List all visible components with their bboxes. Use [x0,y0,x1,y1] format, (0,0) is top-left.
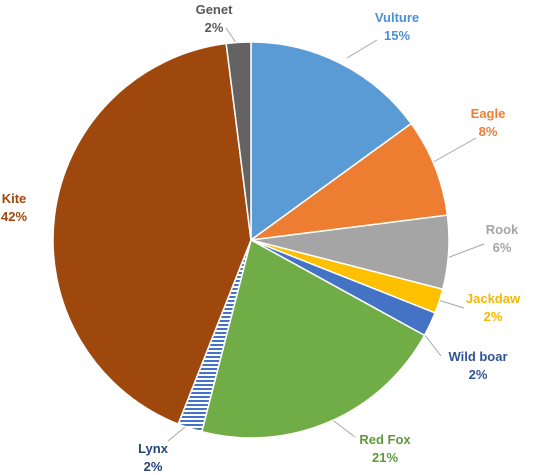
slice-label-wild-boar: Wild boar [448,349,507,364]
pie-slice-vulture [250,41,413,242]
slice-label-lynx: Lynx [138,441,169,456]
slice-percent-lynx: 2% [144,459,163,474]
slice-label-jackdaw: Jackdaw [466,291,521,306]
pie-slice-eagle [250,122,449,241]
slice-percent-red-fox: 21% [372,450,398,465]
slice-percent-wild-boar: 2% [469,367,488,382]
slice-percent-eagle: 8% [479,124,498,139]
slice-label-red-fox: Red Fox [359,432,411,447]
slice-percent-vulture: 15% [384,28,410,43]
slice-percent-rook: 6% [493,240,512,255]
leader-line-vulture [346,39,378,59]
slice-label-rook: Rook [486,222,519,237]
pie-slice-genet [225,41,252,241]
slice-percent-kite: 42% [1,209,27,224]
pie-slice-kite [52,42,252,426]
pie-slice-red-fox [200,238,426,439]
slice-percent-jackdaw: 2% [484,309,503,324]
leader-line-jackdaw [437,299,465,309]
slice-label-genet: Genet [196,2,234,17]
leader-line-rook [446,243,485,259]
slice-label-kite: Kite [2,191,27,206]
leader-line-genet [225,27,238,45]
slice-label-eagle: Eagle [471,106,506,121]
leader-line-eagle [427,137,477,166]
slice-percent-genet: 2% [205,20,224,35]
slice-label-vulture: Vulture [375,10,419,25]
